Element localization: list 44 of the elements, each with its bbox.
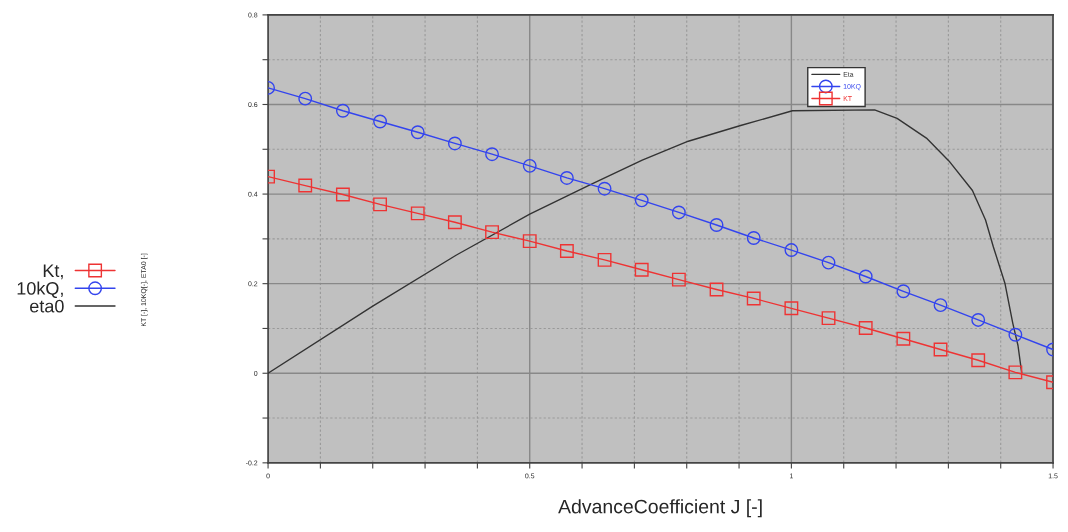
point	[634, 262, 649, 277]
point	[298, 178, 313, 193]
point	[410, 125, 425, 140]
point	[971, 313, 986, 327]
point	[485, 147, 499, 162]
point	[709, 218, 724, 232]
x-axis-title: AdvanceCoefficient J [-]	[558, 499, 762, 518]
point	[1008, 327, 1023, 342]
point	[858, 321, 873, 335]
point	[634, 193, 649, 208]
point	[896, 331, 911, 346]
point	[447, 136, 462, 151]
point	[933, 342, 948, 357]
text: Kt,	[43, 264, 63, 280]
point	[597, 181, 612, 196]
point	[522, 158, 537, 173]
point	[410, 206, 425, 221]
point	[933, 298, 948, 313]
point	[784, 301, 799, 316]
point	[485, 225, 499, 240]
point	[671, 205, 686, 220]
point	[373, 197, 388, 212]
point	[373, 114, 388, 129]
point	[559, 244, 574, 258]
point	[971, 353, 986, 368]
point	[821, 311, 836, 326]
point	[559, 171, 574, 185]
point	[671, 272, 686, 287]
point	[821, 255, 836, 270]
point	[298, 91, 313, 106]
point	[709, 282, 724, 297]
point	[896, 284, 911, 299]
point	[1008, 365, 1023, 380]
text: 10kQ,	[17, 281, 63, 299]
point	[746, 291, 761, 306]
point	[447, 215, 462, 230]
point	[784, 243, 799, 258]
point	[335, 187, 350, 202]
point	[746, 231, 761, 245]
point	[335, 103, 350, 118]
point	[597, 252, 612, 267]
point	[522, 234, 537, 249]
point	[858, 269, 873, 284]
text: eta0	[30, 299, 64, 313]
